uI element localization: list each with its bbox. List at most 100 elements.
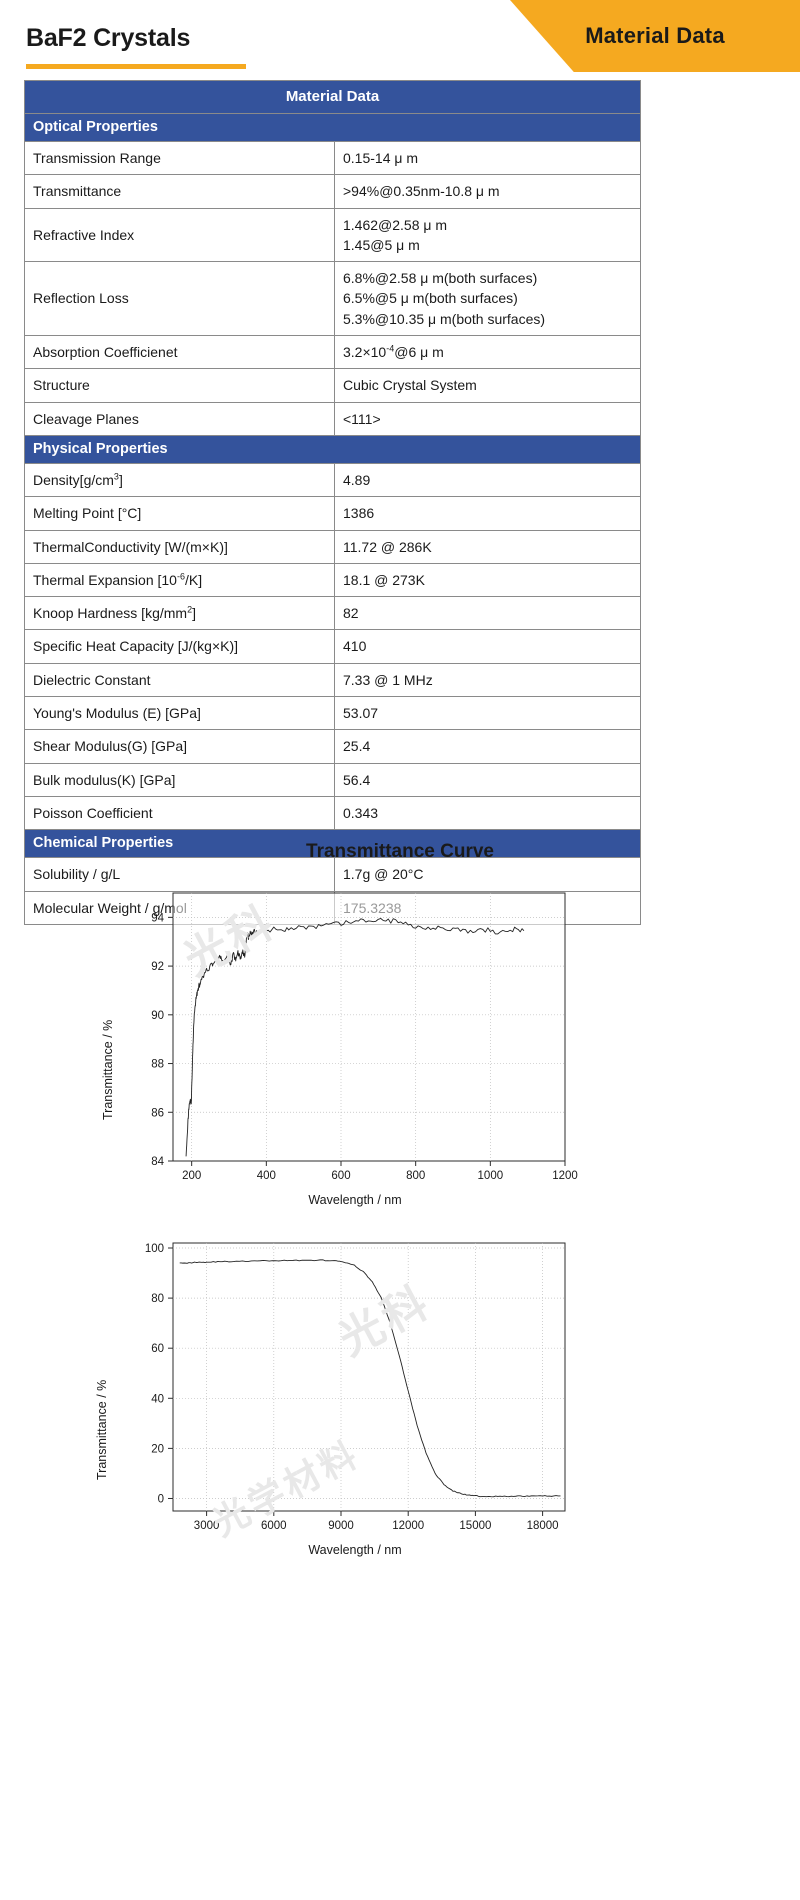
table-section-label: Chemical Properties <box>24 829 641 859</box>
table-cell-key: Shear Modulus(G) [GPa] <box>24 729 335 764</box>
chart-ir-svg: 3000 6000 9000 12000 15000 18000 0 20 40 60 80 100 <box>145 1242 566 1532</box>
table-cell-value: 0.343 <box>334 795 641 831</box>
svg-text:800: 800 <box>406 1170 425 1182</box>
table-row: Dielectric Constant 7.33 @ 1 MHz <box>24 662 641 698</box>
table-cell-value: 56.4 <box>334 762 641 797</box>
table-cell-key: Young's Modulus (E) [GPa] <box>24 696 335 731</box>
table-cell-value: Cubic Crystal System <box>334 368 641 403</box>
table-cell-key: Dielectric Constant <box>24 662 335 698</box>
chart-ir-xlabel: Wavelength / nm <box>308 1543 402 1557</box>
table-cell-key: Refractive Index <box>24 207 335 263</box>
table-cell-key: Density[g/cm3] <box>24 462 335 498</box>
svg-text:200: 200 <box>182 1170 201 1182</box>
svg-text:9000: 9000 <box>328 1520 354 1532</box>
charts-title: Transmittance Curve <box>306 841 494 862</box>
table-row: ThermalConductivity [W/(m×K)] 11.72 @ 286… <box>24 529 641 564</box>
table-cell-key: Bulk modulus(K) [GPa] <box>24 762 335 797</box>
svg-text:20: 20 <box>151 1443 164 1455</box>
svg-text:400: 400 <box>257 1170 276 1182</box>
table-cell-value: 3.2×10-4@6 μ m <box>334 335 641 370</box>
table-cell-value: 11.72 @ 286K <box>334 529 641 564</box>
table-row: Solubility / g/L 1.7g @ 20°C <box>24 857 641 892</box>
svg-text:18000: 18000 <box>527 1520 559 1532</box>
table-cell-key: Transmittance <box>24 174 335 209</box>
table-row: Poisson Coefficient 0.343 <box>24 795 641 831</box>
table-cell-key: Cleavage Planes <box>24 401 335 436</box>
svg-text:12000: 12000 <box>392 1520 424 1532</box>
table-cell-key: Knoop Hardness [kg/mm2] <box>24 596 335 631</box>
table-cell-value: 0.15-14 μ m <box>334 140 641 176</box>
table-section-header: Physical Properties <box>24 434 641 464</box>
table-row: Shear Modulus(G) [GPa] 25.4 <box>24 729 641 764</box>
svg-text:100: 100 <box>145 1243 164 1255</box>
chart-uv-vis-ylabel: Transmittance / % <box>101 1019 115 1120</box>
svg-text:88: 88 <box>151 1059 164 1071</box>
svg-text:86: 86 <box>151 1107 164 1119</box>
table-row: Transmittance >94%@0.35nm-10.8 μ m <box>24 174 641 209</box>
table-row: Knoop Hardness [kg/mm2] 82 <box>24 596 641 631</box>
svg-text:84: 84 <box>151 1156 164 1168</box>
svg-text:1000: 1000 <box>478 1170 504 1182</box>
table-cell-value: 7.33 @ 1 MHz <box>334 662 641 698</box>
table-row: Bulk modulus(K) [GPa] 56.4 <box>24 762 641 797</box>
page-title: BaF2 Crystals <box>26 24 191 52</box>
chart-uv-vis-xlabel: Wavelength / nm <box>308 1193 402 1207</box>
table-cell-key: Transmission Range <box>24 140 335 176</box>
table-row: Structure Cubic Crystal System <box>24 368 641 403</box>
table-cell-value: 25.4 <box>334 729 641 764</box>
table-row: Young's Modulus (E) [GPa] 53.07 <box>24 696 641 731</box>
chart-uv-vis-svg: 200 400 600 800 1000 1200 84 86 88 90 92 94 <box>151 892 578 1182</box>
table-cell-key: Specific Heat Capacity [J/(kg×K)] <box>24 629 335 664</box>
chart-ir: 光科 光学材料 3000 6000 9000 12000 15000 18000 0 20 40… <box>95 1225 595 1565</box>
material-data-table-wrap: Material Data Optical Properties Transmiss… <box>24 80 641 925</box>
table-cell-value: 4.89 <box>334 462 641 498</box>
table-cell-value: >94%@0.35nm-10.8 μ m <box>334 174 641 209</box>
svg-text:90: 90 <box>151 1010 164 1022</box>
svg-text:3000: 3000 <box>194 1520 220 1532</box>
table-cell-key: ThermalConductivity [W/(m×K)] <box>24 529 335 564</box>
svg-text:40: 40 <box>151 1393 164 1405</box>
table-cell-value: 18.1 @ 273K <box>334 562 641 598</box>
svg-text:15000: 15000 <box>459 1520 491 1532</box>
chart-uv-vis: 光科 200 400 600 800 1000 1200 84 86 88 90 92 94 Tran… <box>95 875 595 1215</box>
table-cell-value: <111> <box>334 401 641 436</box>
svg-text:6000: 6000 <box>261 1520 287 1532</box>
table-cell-key: Poisson Coefficient <box>24 795 335 831</box>
table-row: Thermal Expansion [10-6/K] 18.1 @ 273K <box>24 562 641 598</box>
table-cell-value: 410 <box>334 629 641 664</box>
table-cell-key: Structure <box>24 368 335 403</box>
table-title: Material Data <box>24 80 641 114</box>
table-cell-key: Melting Point [°C] <box>24 496 335 531</box>
table-cell-key: Absorption Coefficienet <box>24 335 335 370</box>
svg-text:60: 60 <box>151 1343 164 1355</box>
page-header: Material Data BaF2 Crystals <box>0 0 800 78</box>
header-ribbon-label: Material Data <box>585 23 725 48</box>
table-cell-value: 1.7g @ 20°C <box>334 857 641 892</box>
table-cell-value: 53.07 <box>334 696 641 731</box>
title-underline <box>26 64 246 69</box>
table-cell-value: 82 <box>334 596 641 631</box>
table-cell-value: 6.8%@2.58 μ m(both surfaces) 6.5%@5 μ m(b… <box>334 261 641 337</box>
svg-text:0: 0 <box>158 1493 164 1505</box>
table-row: Density[g/cm3] 4.89 <box>24 462 641 498</box>
material-data-table: Material Data Optical Properties Transmiss… <box>24 80 641 925</box>
table-row: Specific Heat Capacity [J/(kg×K)] 410 <box>24 629 641 664</box>
table-cell-value: 1.462@2.58 μ m 1.45@5 μ m <box>334 207 641 263</box>
table-row: Melting Point [°C] 1386 <box>24 496 641 531</box>
table-section-header: Chemical Properties <box>24 829 641 859</box>
table-row: Absorption Coefficienet 3.2×10-4@6 μ m <box>24 335 641 370</box>
table-section-label: Physical Properties <box>24 434 641 464</box>
svg-text:94: 94 <box>151 912 164 924</box>
table-row: Refractive Index 1.462@2.58 μ m 1.45@5 μ m <box>24 207 641 263</box>
table-section-label: Optical Properties <box>24 113 641 142</box>
svg-text:80: 80 <box>151 1293 164 1305</box>
svg-text:92: 92 <box>151 961 164 973</box>
table-cell-value: 1386 <box>334 496 641 531</box>
table-section-header: Optical Properties <box>24 113 641 142</box>
table-row: Transmission Range 0.15-14 μ m <box>24 140 641 176</box>
table-title-row: Material Data <box>24 80 641 114</box>
table-row: Reflection Loss 6.8%@2.58 μ m(both surfac… <box>24 261 641 337</box>
svg-text:600: 600 <box>331 1170 350 1182</box>
table-cell-key: Thermal Expansion [10-6/K] <box>24 562 335 598</box>
chart-ir-ylabel: Transmittance / % <box>95 1379 109 1480</box>
